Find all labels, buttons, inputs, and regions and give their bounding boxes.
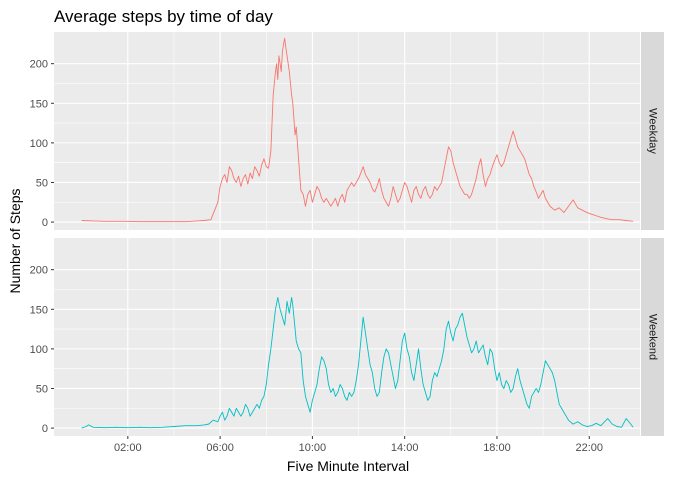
- facet-panel-weekday: 0 50 100 150 200 Weekday: [30, 32, 664, 230]
- y-tick-label: 100: [30, 138, 48, 150]
- y-tick-label: 200: [30, 59, 48, 71]
- facet-strip-label: Weekday: [647, 108, 659, 154]
- y-tick-label: 50: [36, 383, 48, 395]
- panel-background: [54, 238, 640, 436]
- y-tick-label: 0: [42, 217, 48, 229]
- x-tick-label: 14:00: [391, 442, 419, 454]
- y-tick-label: 0: [42, 423, 48, 435]
- chart-title: Average steps by time of day: [54, 7, 273, 26]
- facet-strip-label: Weekend: [647, 314, 659, 360]
- facet-strip: [641, 32, 664, 230]
- series-line-weekend: [81, 296, 634, 429]
- x-axis-title: Five Minute Interval: [287, 458, 409, 474]
- x-tick-label: 10:00: [299, 442, 327, 454]
- facet-strip: [641, 238, 664, 436]
- facet-panel-weekend: 0 50 100 150 200 Weekend: [30, 238, 664, 436]
- x-tick-label: 18:00: [483, 442, 511, 454]
- y-tick-label: 150: [30, 304, 48, 316]
- y-tick-label: 100: [30, 344, 48, 356]
- y-axis-title: Number of Steps: [7, 188, 23, 293]
- y-tick-label: 150: [30, 98, 48, 110]
- y-tick-label: 200: [30, 265, 48, 277]
- x-tick-label: 22:00: [575, 442, 603, 454]
- x-tick-label: 06:00: [206, 442, 234, 454]
- x-tick-label: 02:00: [114, 442, 142, 454]
- panel-background: [54, 32, 640, 230]
- facet-panels: 0 50 100 150 200 Weekday 0 50 100 150 200 Weekend: [30, 32, 664, 436]
- series-line-weekday: [81, 37, 634, 223]
- y-tick-label: 50: [36, 177, 48, 189]
- x-axis: 02:00 06:00 10:00 14:00 18:00 22:00: [114, 436, 603, 454]
